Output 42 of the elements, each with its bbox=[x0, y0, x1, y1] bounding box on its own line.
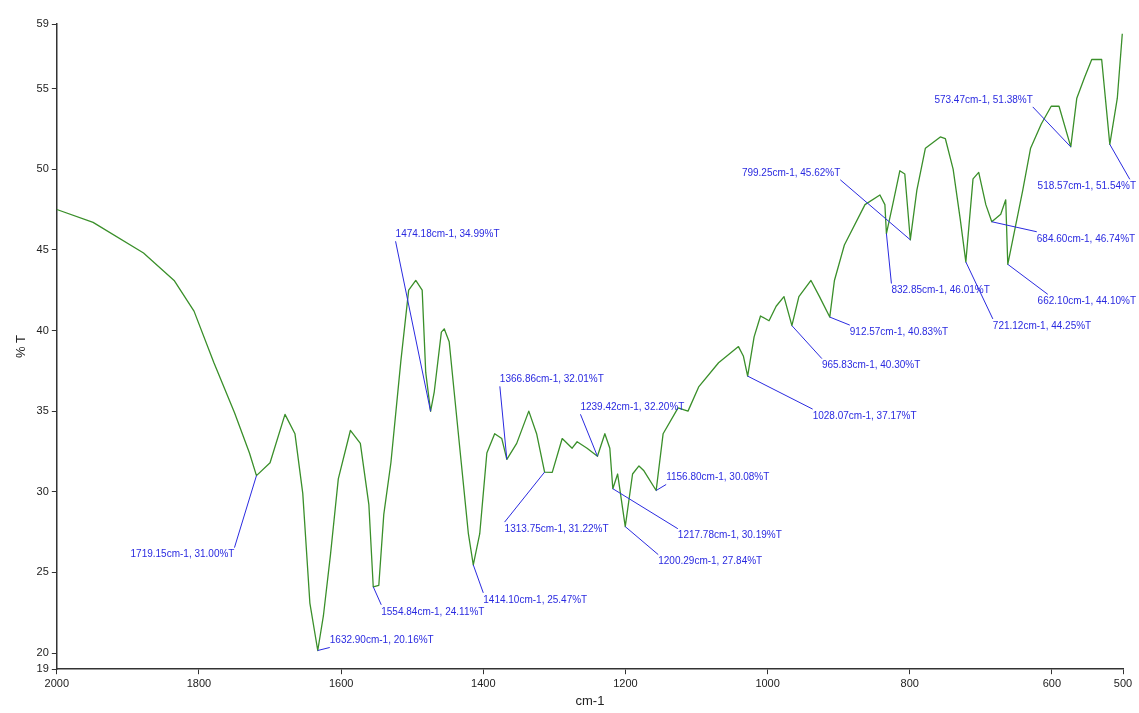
y-tick-label: 25 bbox=[36, 565, 49, 578]
annotation: 912.57cm-1, 40.83%T bbox=[849, 325, 949, 337]
y-axis-title: % T bbox=[13, 335, 29, 359]
annotation: 832.85cm-1, 46.01%T bbox=[891, 284, 990, 296]
y-tick-label: 50 bbox=[36, 162, 49, 175]
y-tick-label: 20 bbox=[36, 646, 49, 659]
x-tick-label: 2000 bbox=[44, 676, 70, 689]
x-tick-label: 800 bbox=[900, 676, 919, 689]
annotation: 1366.86cm-1, 32.01%T bbox=[499, 373, 604, 385]
x-axis-title: cm-1 bbox=[575, 692, 605, 708]
x-tick-label: 1600 bbox=[328, 676, 354, 689]
annotation: 1719.15cm-1, 31.00%T bbox=[130, 548, 235, 560]
annotation: 1156.80cm-1, 30.08%T bbox=[666, 471, 770, 483]
x-tick-label: 600 bbox=[1042, 676, 1062, 689]
y-tick-label: 19 bbox=[36, 662, 49, 675]
annotation: 1239.42cm-1, 32.20%T bbox=[580, 401, 685, 413]
x-tick-label: 1400 bbox=[471, 676, 496, 689]
annotation: 1028.07cm-1, 37.17%T bbox=[812, 409, 917, 421]
annotation: 1632.90cm-1, 20.16%T bbox=[329, 634, 434, 646]
annotation: 721.12cm-1, 44.25%T bbox=[992, 319, 1092, 331]
y-tick-label: 30 bbox=[36, 484, 49, 497]
annotation: 684.60cm-1, 46.74%T bbox=[1036, 232, 1136, 244]
annotation: 573.47cm-1, 51.38%T bbox=[934, 93, 1033, 105]
annotation: 1554.84cm-1, 24.11%T bbox=[381, 605, 485, 617]
annotation: 799.25cm-1, 45.62%T bbox=[741, 166, 841, 178]
annotation: 1474.18cm-1, 34.99%T bbox=[395, 228, 500, 240]
x-tick-label: 500 bbox=[1113, 676, 1133, 689]
x-tick-label: 1800 bbox=[186, 676, 212, 689]
y-tick-label: 59 bbox=[36, 17, 49, 30]
y-tick-label: 45 bbox=[36, 242, 49, 255]
annotation: 518.57cm-1, 51.54%T bbox=[1037, 180, 1136, 192]
y-tick-label: 35 bbox=[36, 404, 49, 417]
annotation: 1313.75cm-1, 31.22%T bbox=[504, 522, 609, 534]
x-tick-label: 1200 bbox=[613, 676, 638, 689]
annotation: 965.83cm-1, 40.30%T bbox=[821, 359, 921, 371]
annotation: 1217.78cm-1, 30.19%T bbox=[677, 529, 782, 541]
annotation: 662.10cm-1, 44.10%T bbox=[1037, 295, 1136, 307]
y-tick-label: 55 bbox=[36, 81, 49, 94]
y-tick-label: 40 bbox=[36, 323, 49, 336]
x-tick-label: 1000 bbox=[755, 676, 780, 689]
annotation: 1414.10cm-1, 25.47%T bbox=[483, 593, 588, 605]
annotation: 1200.29cm-1, 27.84%T bbox=[658, 555, 763, 567]
